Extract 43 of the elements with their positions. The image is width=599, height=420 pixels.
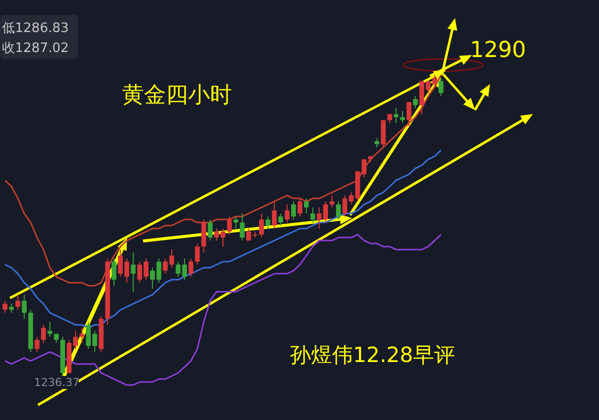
candlestick xyxy=(41,324,46,344)
candlestick xyxy=(15,294,20,310)
candlestick xyxy=(284,204,290,223)
annotation: 1236.37 xyxy=(34,376,80,389)
candlestick xyxy=(291,200,296,220)
candlestick xyxy=(227,216,232,236)
candlestick xyxy=(9,303,14,314)
text: 收1287.02 xyxy=(2,41,69,56)
candlestick xyxy=(272,200,277,230)
candlestick xyxy=(265,216,270,230)
candlestick xyxy=(188,258,194,278)
candlestick xyxy=(34,336,40,352)
annotation: 孙煜伟12.28早评 xyxy=(290,343,456,367)
candlestick xyxy=(80,327,84,344)
candlestick xyxy=(162,258,168,274)
candlestick xyxy=(387,114,392,124)
candlestick xyxy=(240,212,245,242)
candlestick xyxy=(47,321,52,338)
candlestick xyxy=(400,110,405,124)
candlestick xyxy=(278,212,284,226)
candlestick xyxy=(194,243,200,266)
candlestick xyxy=(298,198,302,217)
candlestick xyxy=(259,212,264,238)
candlestick xyxy=(438,78,444,97)
candlestick xyxy=(2,300,8,314)
candlestick xyxy=(394,108,399,124)
candlestick xyxy=(22,294,27,320)
candlestick xyxy=(310,206,316,223)
candlestick xyxy=(330,194,334,208)
candlestick xyxy=(342,194,348,217)
candlestick xyxy=(233,216,238,230)
chart-title: 黄金四小时 xyxy=(122,83,232,108)
candlestick xyxy=(412,96,418,109)
text: 低1286.83 xyxy=(2,21,69,36)
candlestick xyxy=(112,258,116,286)
candlestick xyxy=(406,102,412,127)
candlestick xyxy=(374,138,380,148)
candlestick xyxy=(169,249,174,268)
text: 1290 xyxy=(470,38,526,63)
candlestick xyxy=(130,252,136,292)
candlestick xyxy=(208,218,213,242)
candlestick xyxy=(304,198,309,214)
candlestick xyxy=(336,200,341,220)
